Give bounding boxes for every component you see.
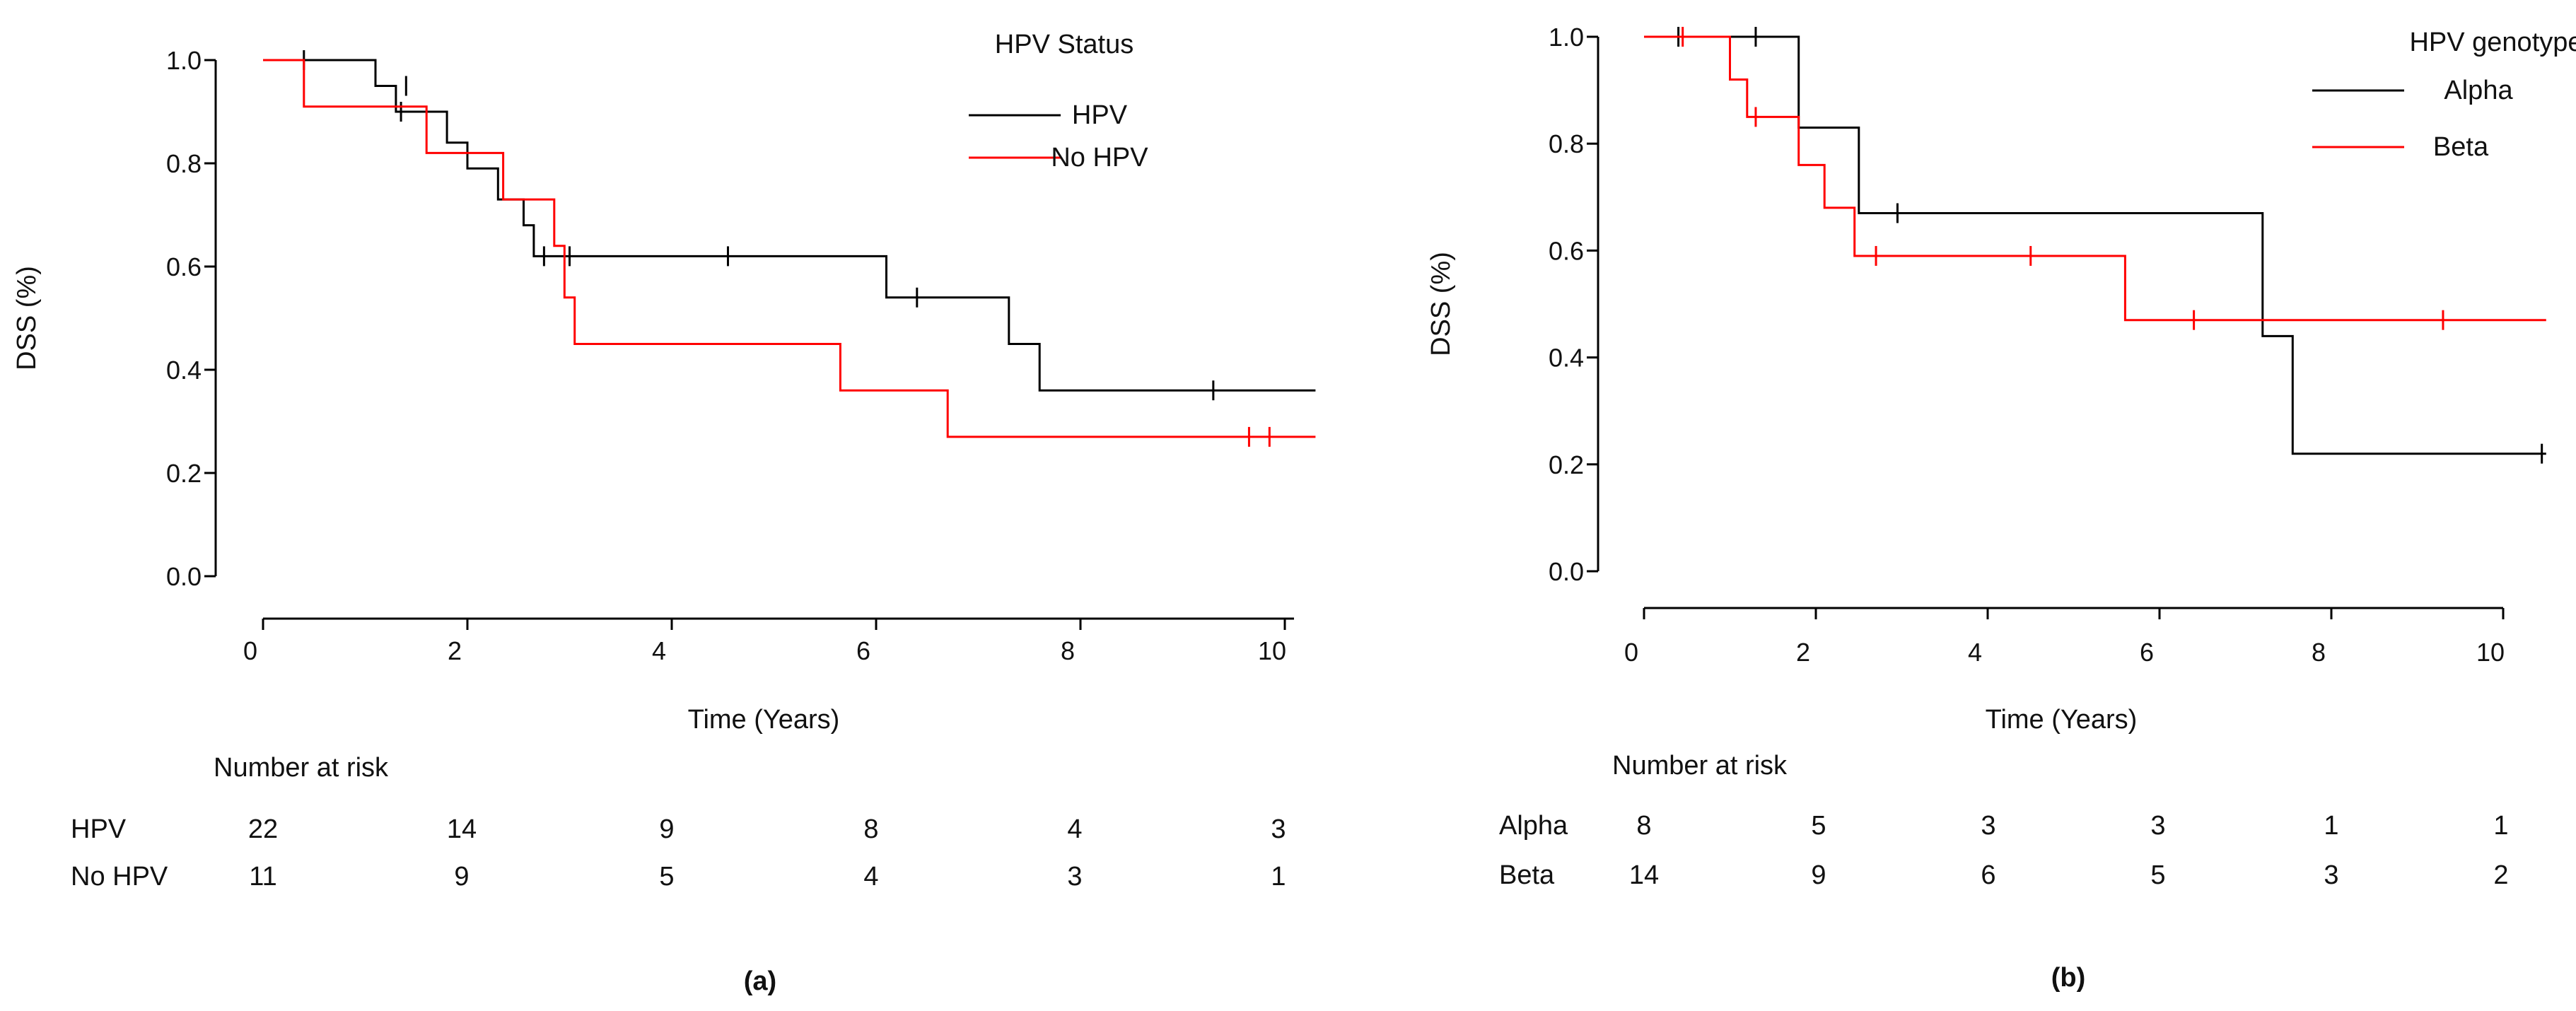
risk-value: 22 <box>248 814 278 844</box>
km-curve-alpha <box>1644 35 2546 455</box>
y-axis-label: DSS (%) <box>12 266 42 370</box>
x-tick-label: 6 <box>2140 638 2154 667</box>
risk-table-title: Number at risk <box>214 753 389 783</box>
y-tick-label: 0.2 <box>1549 450 1584 479</box>
x-tick-label: 4 <box>1968 638 1982 667</box>
x-tick-label: 10 <box>2476 638 2505 667</box>
risk-value: 4 <box>863 862 878 892</box>
risk-row-label: Alpha <box>1499 811 1568 841</box>
y-tick-label: 0.0 <box>1549 557 1584 586</box>
legend-label: No HPV <box>1051 143 1148 173</box>
x-tick-label: 2 <box>1796 638 1810 667</box>
y-tick-label: 0.8 <box>1549 129 1584 158</box>
risk-value: 2 <box>2493 860 2508 890</box>
legend-label: Alpha <box>2444 76 2513 105</box>
x-tick-label: 4 <box>652 636 666 665</box>
risk-value: 11 <box>249 862 276 892</box>
x-tick-label: 8 <box>2312 638 2326 667</box>
risk-value: 1 <box>2493 811 2508 841</box>
y-tick-label: 0.6 <box>166 252 202 281</box>
y-tick-label: 0.8 <box>166 149 202 178</box>
panel-label: (a) <box>744 966 776 996</box>
x-tick-label: 8 <box>1061 636 1075 665</box>
risk-row-label: No HPV <box>71 862 168 892</box>
risk-row-label: HPV <box>71 814 127 844</box>
km-curve-hpv <box>263 59 1316 392</box>
risk-value: 9 <box>454 862 469 892</box>
x-tick-label: 6 <box>856 636 870 665</box>
panel-label: (b) <box>2051 963 2086 993</box>
y-axis-label: DSS (%) <box>1426 252 1456 356</box>
x-tick-label: 10 <box>1258 636 1286 665</box>
panel-a: 0.0 0.2 0.4 0.6 0.8 1.0 DSS (%) 0 2 4 6 8 10 Time (Ye… <box>12 30 1316 996</box>
legend: HPV genotype Alpha Beta <box>2312 28 2576 162</box>
risk-value: 3 <box>1067 862 1082 892</box>
risk-value: 9 <box>659 814 674 844</box>
risk-value: 1 <box>1271 862 1286 892</box>
risk-value: 3 <box>1271 814 1286 844</box>
y-tick-label: 1.0 <box>1549 23 1584 52</box>
risk-value: 3 <box>1981 811 1995 841</box>
risk-value: 5 <box>2150 860 2165 890</box>
legend: HPV Status HPV No HPV <box>969 30 1148 173</box>
x-axis-label: Time (Years) <box>1986 705 2138 735</box>
legend-title: HPV Status <box>995 30 1133 59</box>
x-tick-label: 2 <box>448 636 462 665</box>
risk-value: 14 <box>1629 860 1659 890</box>
risk-value: 8 <box>863 814 878 844</box>
risk-value: 5 <box>1811 811 1826 841</box>
y-tick-label: 0.4 <box>1549 344 1584 373</box>
risk-table: Number at risk Alpha 8 5 3 3 1 1 Beta 14 9 6 5 3 2 <box>1499 751 2509 890</box>
risk-table: Number at risk HPV 22 14 9 8 4 3 No HPV 11 9 5 4 3 1 <box>71 753 1286 892</box>
y-tick-label: 0.6 <box>1549 236 1584 265</box>
risk-value: 8 <box>1636 811 1651 841</box>
risk-value: 4 <box>1067 814 1082 844</box>
y-tick-label: 0.4 <box>166 356 202 385</box>
risk-value: 6 <box>1981 860 1995 890</box>
legend-label: Beta <box>2433 132 2489 162</box>
x-tick-label: 0 <box>1624 638 1638 667</box>
y-tick-label: 0.0 <box>166 562 202 591</box>
risk-value: 9 <box>1811 860 1826 890</box>
x-axis-label: Time (Years) <box>688 705 840 735</box>
legend-label: HPV <box>1072 100 1128 130</box>
panel-b: 0.0 0.2 0.4 0.6 0.8 1.0 DSS (%) 0 2 4 6 8 10 Time (Ye… <box>1426 23 2576 993</box>
x-tick-label: 0 <box>243 636 257 665</box>
risk-value: 1 <box>2324 811 2338 841</box>
risk-value: 3 <box>2324 860 2338 890</box>
risk-value: 3 <box>2150 811 2165 841</box>
risk-value: 14 <box>447 814 477 844</box>
risk-value: 5 <box>659 862 674 892</box>
km-curve-beta <box>1644 35 2546 322</box>
risk-table-title: Number at risk <box>1612 751 1788 781</box>
y-tick-label: 0.2 <box>166 459 202 488</box>
km-curve-no-hpv <box>263 59 1316 438</box>
risk-row-label: Beta <box>1499 860 1555 890</box>
legend-title: HPV genotype <box>2409 28 2576 57</box>
y-tick-label: 1.0 <box>166 46 202 75</box>
